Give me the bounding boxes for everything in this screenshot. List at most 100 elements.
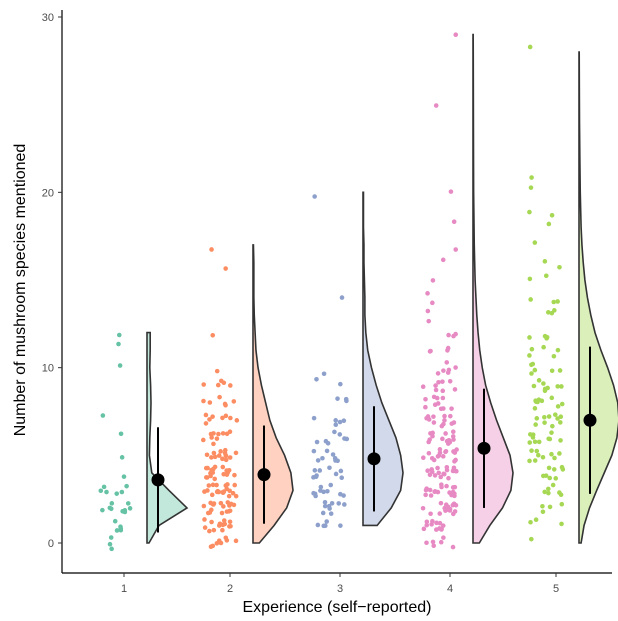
data-point — [435, 401, 441, 406]
data-point — [114, 528, 120, 533]
data-point — [423, 492, 428, 498]
data-point — [430, 300, 435, 306]
mean-point-1 — [151, 473, 165, 487]
data-point — [434, 395, 440, 401]
data-point — [108, 535, 114, 540]
data-point — [220, 527, 225, 533]
data-point — [315, 522, 321, 528]
data-point — [440, 454, 446, 459]
data-point — [448, 189, 454, 194]
data-point — [542, 414, 547, 420]
data-point — [339, 475, 345, 481]
data-point — [446, 475, 451, 481]
data-point — [550, 482, 556, 488]
data-point — [203, 465, 209, 471]
data-point — [451, 437, 456, 442]
data-point — [529, 346, 535, 352]
data-point — [527, 209, 532, 215]
data-point — [541, 344, 546, 350]
data-point — [446, 332, 451, 338]
data-point — [443, 449, 448, 455]
data-point — [101, 484, 107, 490]
data-point — [218, 540, 224, 546]
data-point — [118, 431, 124, 437]
data-point — [321, 489, 326, 495]
data-point — [226, 493, 232, 499]
data-point — [432, 473, 438, 478]
data-point — [547, 436, 553, 442]
data-point — [216, 431, 221, 437]
data-point — [119, 455, 125, 460]
x-tick-label: 2 — [227, 583, 233, 595]
data-point — [438, 539, 444, 545]
data-point — [447, 506, 453, 512]
data-point — [312, 491, 318, 497]
data-point — [551, 467, 557, 472]
data-point — [527, 440, 533, 445]
data-point — [214, 489, 220, 495]
data-point — [222, 401, 228, 407]
data-point — [531, 383, 537, 389]
data-point — [454, 468, 459, 474]
data-point — [452, 387, 458, 392]
x-tick-label: 1 — [121, 583, 127, 595]
data-point — [221, 380, 227, 386]
data-point — [536, 439, 542, 445]
data-point — [234, 418, 240, 423]
data-point — [437, 520, 443, 526]
data-point — [107, 505, 113, 511]
data-point — [210, 332, 216, 338]
data-point — [552, 455, 557, 461]
data-point — [435, 371, 441, 376]
data-point — [528, 185, 534, 190]
data-point — [227, 455, 233, 460]
data-point — [559, 384, 564, 389]
category-5-group — [527, 44, 618, 544]
data-point — [224, 468, 229, 473]
data-point — [546, 414, 552, 419]
data-point — [431, 420, 437, 425]
data-point — [423, 397, 428, 402]
data-point — [448, 413, 453, 419]
data-point — [555, 347, 561, 353]
data-point — [202, 525, 208, 530]
data-point — [550, 423, 555, 429]
data-point — [438, 474, 444, 480]
y-axis-ticks: 0 10 20 30 — [42, 12, 62, 550]
data-point — [329, 500, 335, 506]
data-point — [333, 422, 339, 428]
data-point — [450, 429, 456, 434]
category-1-group — [98, 331, 189, 552]
data-point — [326, 503, 332, 509]
data-point — [337, 419, 343, 425]
data-point — [116, 332, 122, 338]
mean-point-2 — [257, 468, 271, 482]
data-point — [445, 370, 451, 375]
data-point — [441, 471, 446, 477]
data-point — [440, 523, 446, 528]
data-point — [539, 398, 545, 404]
data-point — [221, 518, 227, 523]
data-point — [311, 448, 317, 454]
data-point — [429, 469, 435, 475]
data-point — [433, 383, 438, 388]
data-point — [527, 335, 532, 340]
data-point — [425, 308, 431, 314]
x-axis-title: Experience (self−reported) — [243, 599, 432, 616]
data-point — [428, 493, 434, 498]
data-point — [333, 471, 339, 477]
data-point — [543, 273, 549, 279]
data-point — [434, 520, 439, 526]
data-point — [221, 504, 226, 509]
data-point — [529, 371, 534, 376]
data-point — [209, 247, 214, 252]
data-point — [328, 511, 334, 516]
data-point — [549, 368, 555, 374]
data-point — [119, 489, 125, 495]
data-point — [437, 447, 443, 452]
data-point — [220, 456, 225, 462]
data-point — [344, 398, 349, 404]
data-point — [555, 299, 560, 304]
data-point — [547, 475, 553, 481]
